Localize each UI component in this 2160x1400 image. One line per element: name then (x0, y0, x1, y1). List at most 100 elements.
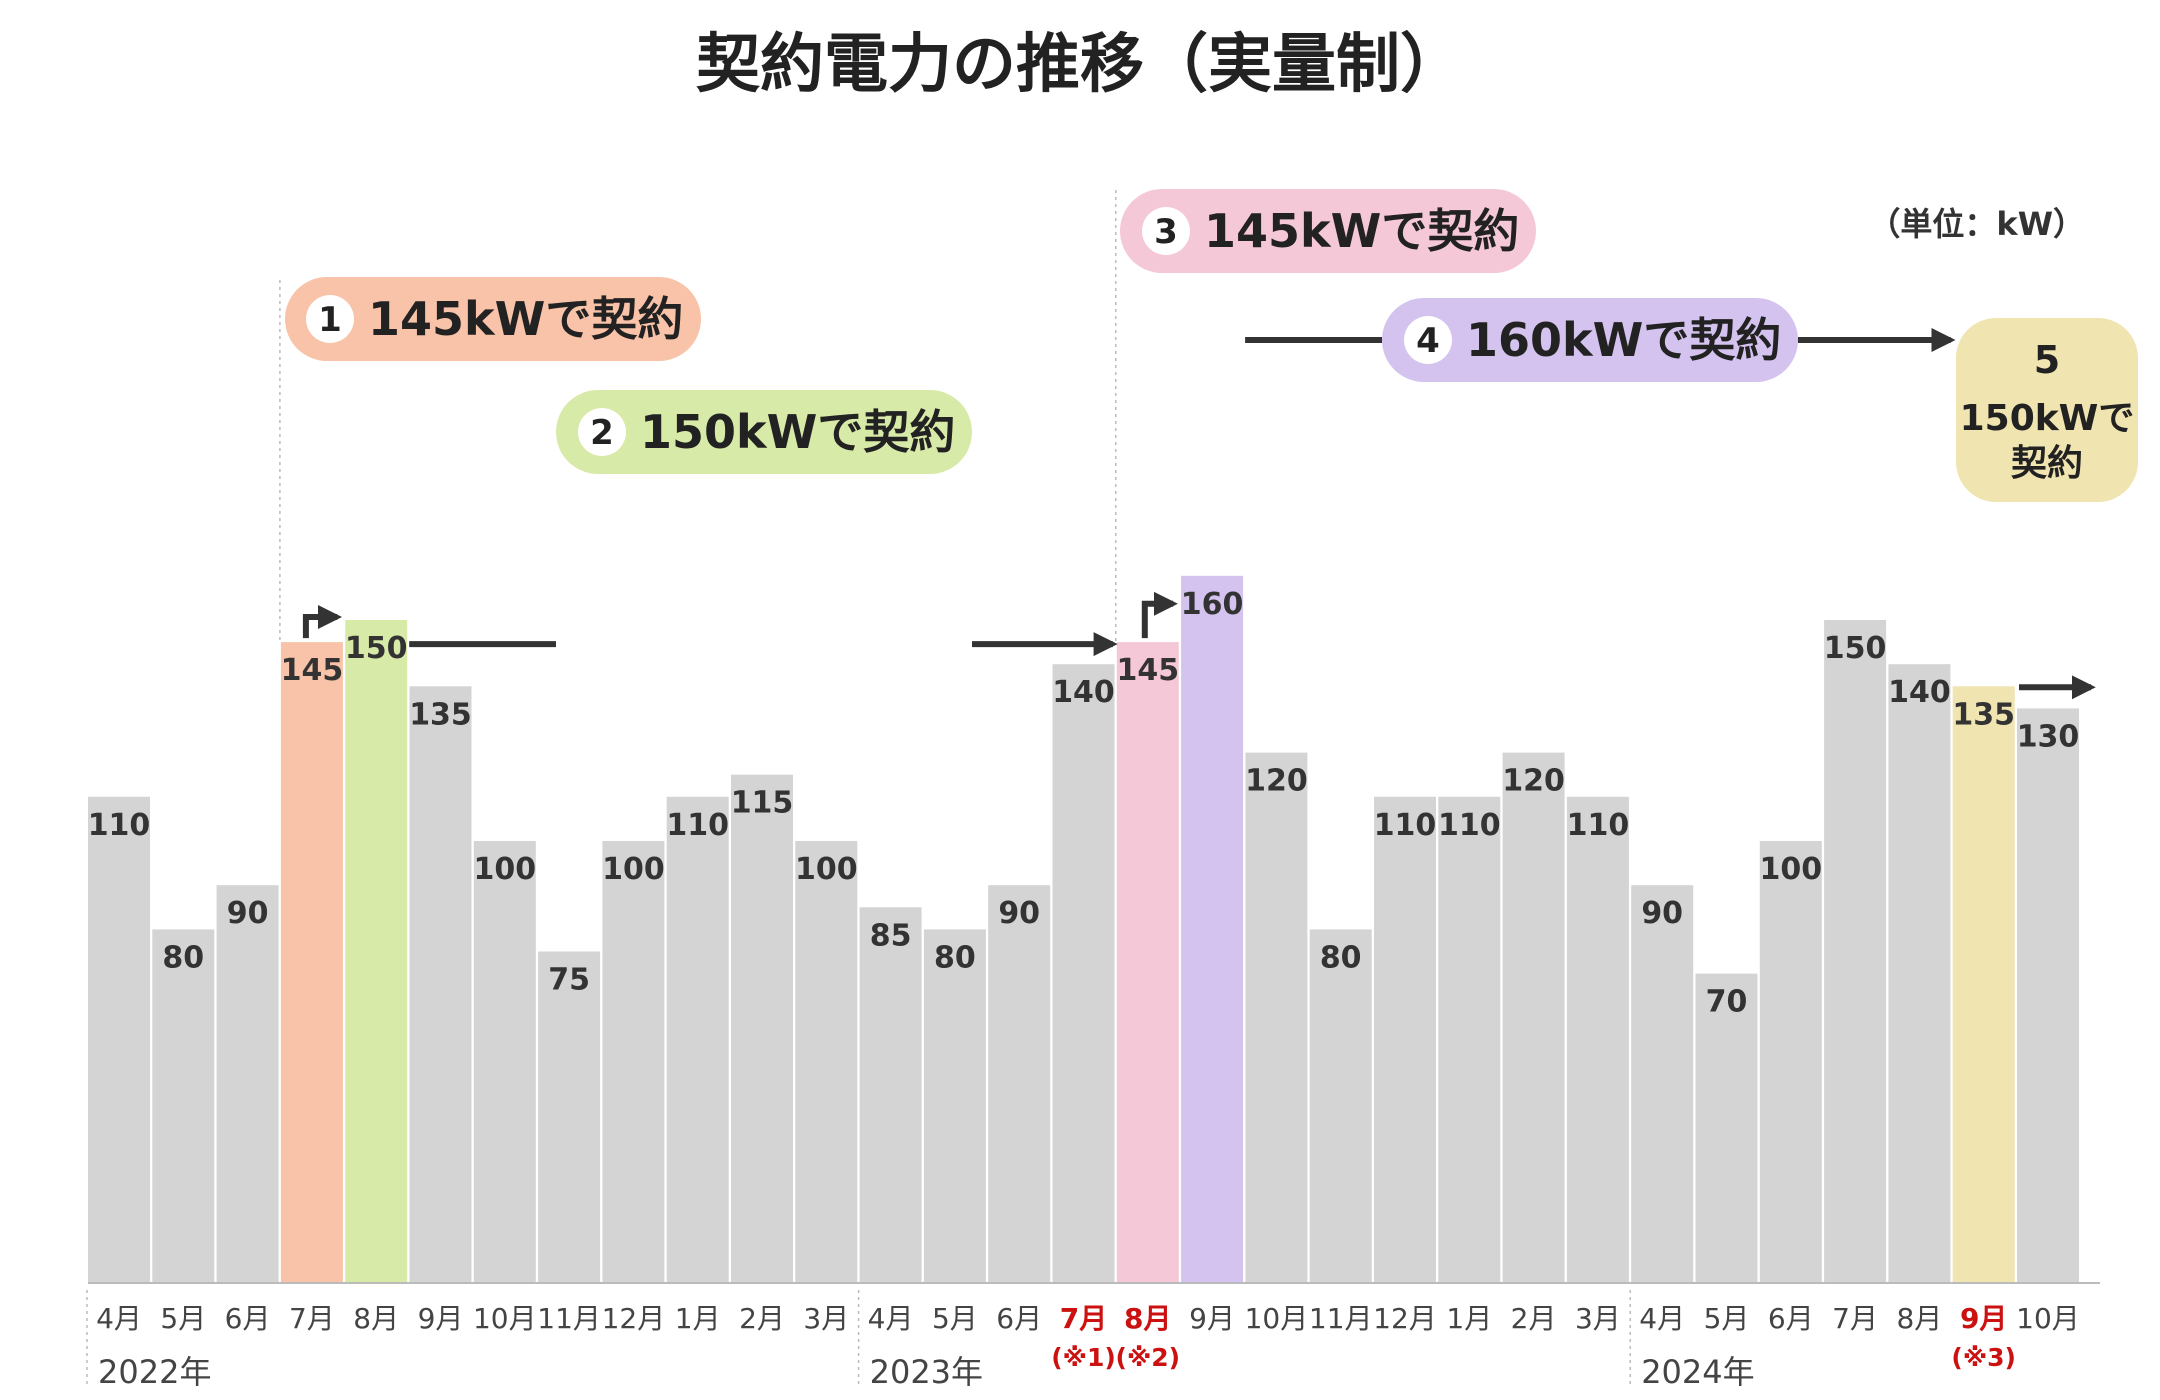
year-label-0: 2022年 (98, 1353, 211, 1391)
bar-value-label-16: 145 (1116, 653, 1179, 688)
x-tick-label-9: 1月 (675, 1302, 721, 1335)
contract-callout-3: 3 145kWで契約 (1120, 189, 1536, 273)
bar-19 (1309, 929, 1372, 1283)
unit-label: （単位：kW） (1868, 205, 2085, 243)
bar-value-label-20: 110 (1374, 808, 1437, 843)
x-tick-label-21: 1月 (1446, 1302, 1492, 1335)
bar-value-label-1: 80 (162, 940, 204, 975)
callout-3-label: 145kWで契約 (1204, 204, 1519, 258)
x-tick-label-4: 8月 (353, 1302, 399, 1335)
bar-value-label-18: 120 (1245, 764, 1308, 799)
bar-value-label-14: 90 (998, 896, 1040, 931)
chart-title: 契約電力の推移（実量制） (696, 28, 1464, 102)
bar-7 (538, 951, 601, 1283)
x-tick-label-10: 2月 (739, 1302, 785, 1335)
guides-layer (279, 190, 1117, 643)
contract-callout-2: 2 150kWで契約 (556, 390, 972, 474)
year-label-2: 2024年 (1641, 1353, 1754, 1391)
bar-26 (1759, 841, 1822, 1283)
bar-value-label-17: 160 (1181, 587, 1244, 622)
bar-21 (1438, 796, 1501, 1283)
contract-callout-5: 5 150kWで 契約 (1956, 318, 2138, 502)
x-tick-label-6: 10月 (473, 1302, 537, 1335)
x-tick-label-1: 5月 (160, 1302, 206, 1335)
bar-value-label-24: 90 (1641, 896, 1683, 931)
footnote-marker-2: (※3) (1951, 1343, 2016, 1372)
bar-value-label-11: 100 (795, 852, 858, 887)
bar-9 (666, 796, 729, 1283)
bar-value-label-26: 100 (1759, 852, 1822, 887)
bar-25 (1695, 973, 1758, 1283)
bar-5 (409, 686, 472, 1283)
callout-4-label: 160kWで契約 (1466, 313, 1781, 367)
bar-28 (1888, 664, 1951, 1283)
step-arrow-3 (1141, 591, 1178, 639)
x-tick-label-5: 9月 (418, 1302, 464, 1335)
step-arrow-1 (302, 605, 342, 639)
x-tick-label-17: 9月 (1189, 1302, 1235, 1335)
x-tick-label-14: 6月 (996, 1302, 1042, 1335)
callout-2-number: 2 (590, 413, 614, 453)
callout-5-label-line2: 契約 (2011, 443, 2083, 484)
bar-value-label-8: 100 (602, 852, 665, 887)
bar-12 (859, 907, 922, 1283)
x-tick-label-29: 9月 (1960, 1302, 2007, 1335)
bar-value-label-28: 140 (1888, 675, 1951, 710)
bar-value-label-23: 110 (1567, 808, 1630, 843)
callout-2-number-circle (578, 408, 626, 456)
bar-14 (988, 885, 1051, 1283)
footnote-marker-1: (※2) (1116, 1343, 1181, 1372)
bar-17 (1181, 575, 1244, 1283)
ticks-layer: 4月 5月 6月 7月 8月 9月 10月 11月 12月 1月 2月 3月 4月 5月 6月 7月 8月 9月 1… (86, 1290, 2080, 1391)
x-tick-label-2: 6月 (225, 1302, 271, 1335)
callout-4-pill (1382, 298, 1798, 382)
callout-2-pill (556, 390, 972, 474)
bar-23 (1566, 796, 1629, 1283)
bar-30 (2017, 708, 2079, 1283)
callout-3-number-circle (1142, 207, 1190, 255)
bar-0 (88, 796, 150, 1283)
bar-value-label-9: 110 (666, 808, 729, 843)
bar-16 (1116, 642, 1179, 1283)
bar-6 (473, 841, 536, 1283)
x-tick-label-18: 10月 (1245, 1302, 1309, 1335)
bar-value-label-21: 110 (1438, 808, 1501, 843)
x-tick-label-12: 4月 (868, 1302, 914, 1335)
footnote-marker-0: (※1) (1051, 1343, 1116, 1372)
callout-1-label: 145kWで契約 (368, 292, 683, 346)
bar-29 (1952, 686, 2015, 1283)
bar-value-label-5: 135 (409, 697, 472, 732)
bar-13 (923, 929, 986, 1283)
bar-1 (152, 929, 215, 1283)
x-tick-label-23: 3月 (1575, 1302, 1621, 1335)
x-tick-label-26: 6月 (1768, 1302, 1814, 1335)
callout-5-number: 5 (2034, 338, 2060, 382)
bar-15 (1052, 664, 1115, 1283)
bar-value-label-22: 120 (1502, 764, 1565, 799)
bar-value-label-6: 100 (473, 852, 536, 887)
bar-value-label-29: 135 (1952, 697, 2015, 732)
year-label-1: 2023年 (870, 1353, 983, 1391)
bar-value-label-3: 145 (281, 653, 344, 688)
bar-value-label-4: 150 (345, 631, 408, 666)
x-tick-label-30: 10月 (2016, 1302, 2080, 1335)
bar-20 (1374, 796, 1436, 1283)
bar-value-label-10: 115 (731, 786, 794, 821)
arrows-layer (302, 328, 2096, 700)
bar-10 (731, 774, 793, 1283)
bar-22 (1502, 752, 1565, 1283)
x-tick-label-8: 12月 (602, 1302, 666, 1335)
callout-5-box (1956, 318, 2138, 502)
callout-2-label: 150kWで契約 (640, 405, 955, 459)
callout-3-number: 3 (1154, 212, 1178, 252)
bar-11 (795, 841, 858, 1283)
x-tick-label-3: 7月 (289, 1302, 335, 1335)
contract-callout-1: 1 145kWで契約 (285, 277, 701, 361)
callout-1-pill (285, 277, 701, 361)
x-tick-label-11: 3月 (803, 1302, 849, 1335)
x-tick-label-16: 8月 (1124, 1302, 1171, 1335)
bar-8 (602, 841, 665, 1283)
bar-3 (280, 642, 343, 1283)
contract-callout-4: 4 160kWで契約 (1382, 298, 1798, 382)
bar-value-label-15: 140 (1052, 675, 1115, 710)
